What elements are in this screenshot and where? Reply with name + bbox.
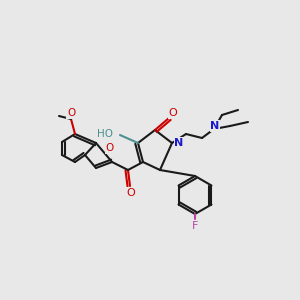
Text: O: O: [67, 108, 75, 118]
Text: F: F: [192, 221, 198, 231]
Text: HO: HO: [97, 129, 113, 139]
Text: O: O: [106, 143, 114, 153]
Text: O: O: [127, 188, 135, 198]
Text: O: O: [169, 108, 177, 118]
Text: N: N: [174, 138, 184, 148]
Text: N: N: [210, 121, 220, 131]
